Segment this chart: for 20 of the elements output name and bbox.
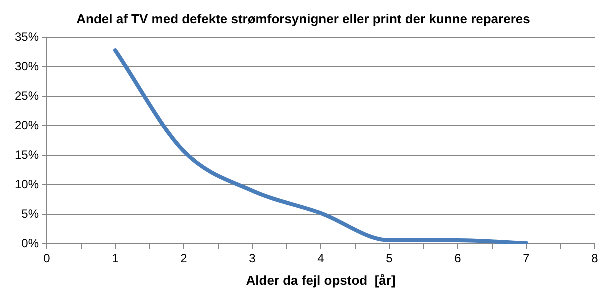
y-tick-label: 0% [22,236,40,250]
y-tick-label: 25% [14,88,40,103]
x-tick-label: 5 [386,252,394,266]
x-tick-label: 7 [523,252,530,266]
x-tick-label: 4 [318,252,325,266]
y-tick-label: 15% [14,148,40,162]
x-tick-label: 2 [180,252,188,266]
y-tick-label: 30% [14,59,40,74]
x-tick-label: 8 [592,252,599,266]
y-tick-label: 5% [22,206,40,221]
x-tick-label: 3 [249,252,256,266]
line-series [114,48,528,244]
y-tick-label: 35% [14,30,40,44]
x-tick-label: 6 [454,252,462,266]
chart-title: Andel af TV med defekte strømforsynigner eller print der kunne repareres [76,11,530,26]
y-tick-label: 20% [14,118,40,132]
x-axis-title: Alder da fejl opstod [år] [246,272,396,288]
y-tick-label: 10% [14,177,40,192]
x-tick-label: 1 [112,252,120,266]
x-tick-label: 0 [44,252,51,266]
